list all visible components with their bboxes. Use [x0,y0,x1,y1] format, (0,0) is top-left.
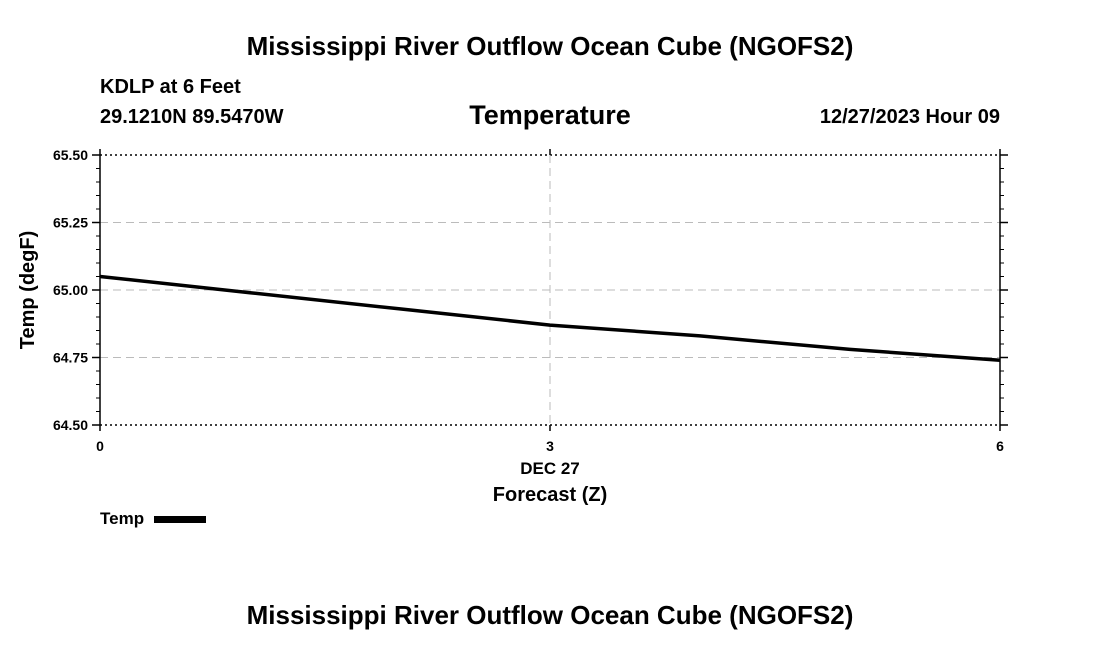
y-tick-label: 65.25 [53,215,88,231]
series-line-temp [99,274,1001,362]
station-label: KDLP at 6 Feet [100,76,241,98]
y-tick-label: 65.00 [53,282,88,298]
footer-title: Mississippi River Outflow Ocean Cube (NG… [246,600,854,630]
x-tick-label: 6 [996,438,1004,454]
x-tick-label: 0 [96,438,104,454]
y-tick-label: 65.50 [53,147,88,163]
legend-label: Temp [100,509,145,528]
chart-title: Mississippi River Outflow Ocean Cube (NG… [246,31,854,61]
legend: Temp [100,509,207,529]
legend-line-swatch [154,515,207,523]
parameter-title: Temperature [469,100,631,130]
y-axis-label: Temp (degF) [17,231,39,350]
x-axis-label: Forecast (Z) [493,484,607,506]
forecast-datetime: 12/27/2023 Hour 09 [819,106,1000,128]
y-tick-label: 64.50 [53,417,88,433]
station-coordinates: 29.1210N 89.5470W [100,106,284,128]
x-date-label: DEC 27 [520,459,580,478]
x-tick-label: 3 [546,438,554,454]
y-tick-label: 64.75 [53,350,88,366]
